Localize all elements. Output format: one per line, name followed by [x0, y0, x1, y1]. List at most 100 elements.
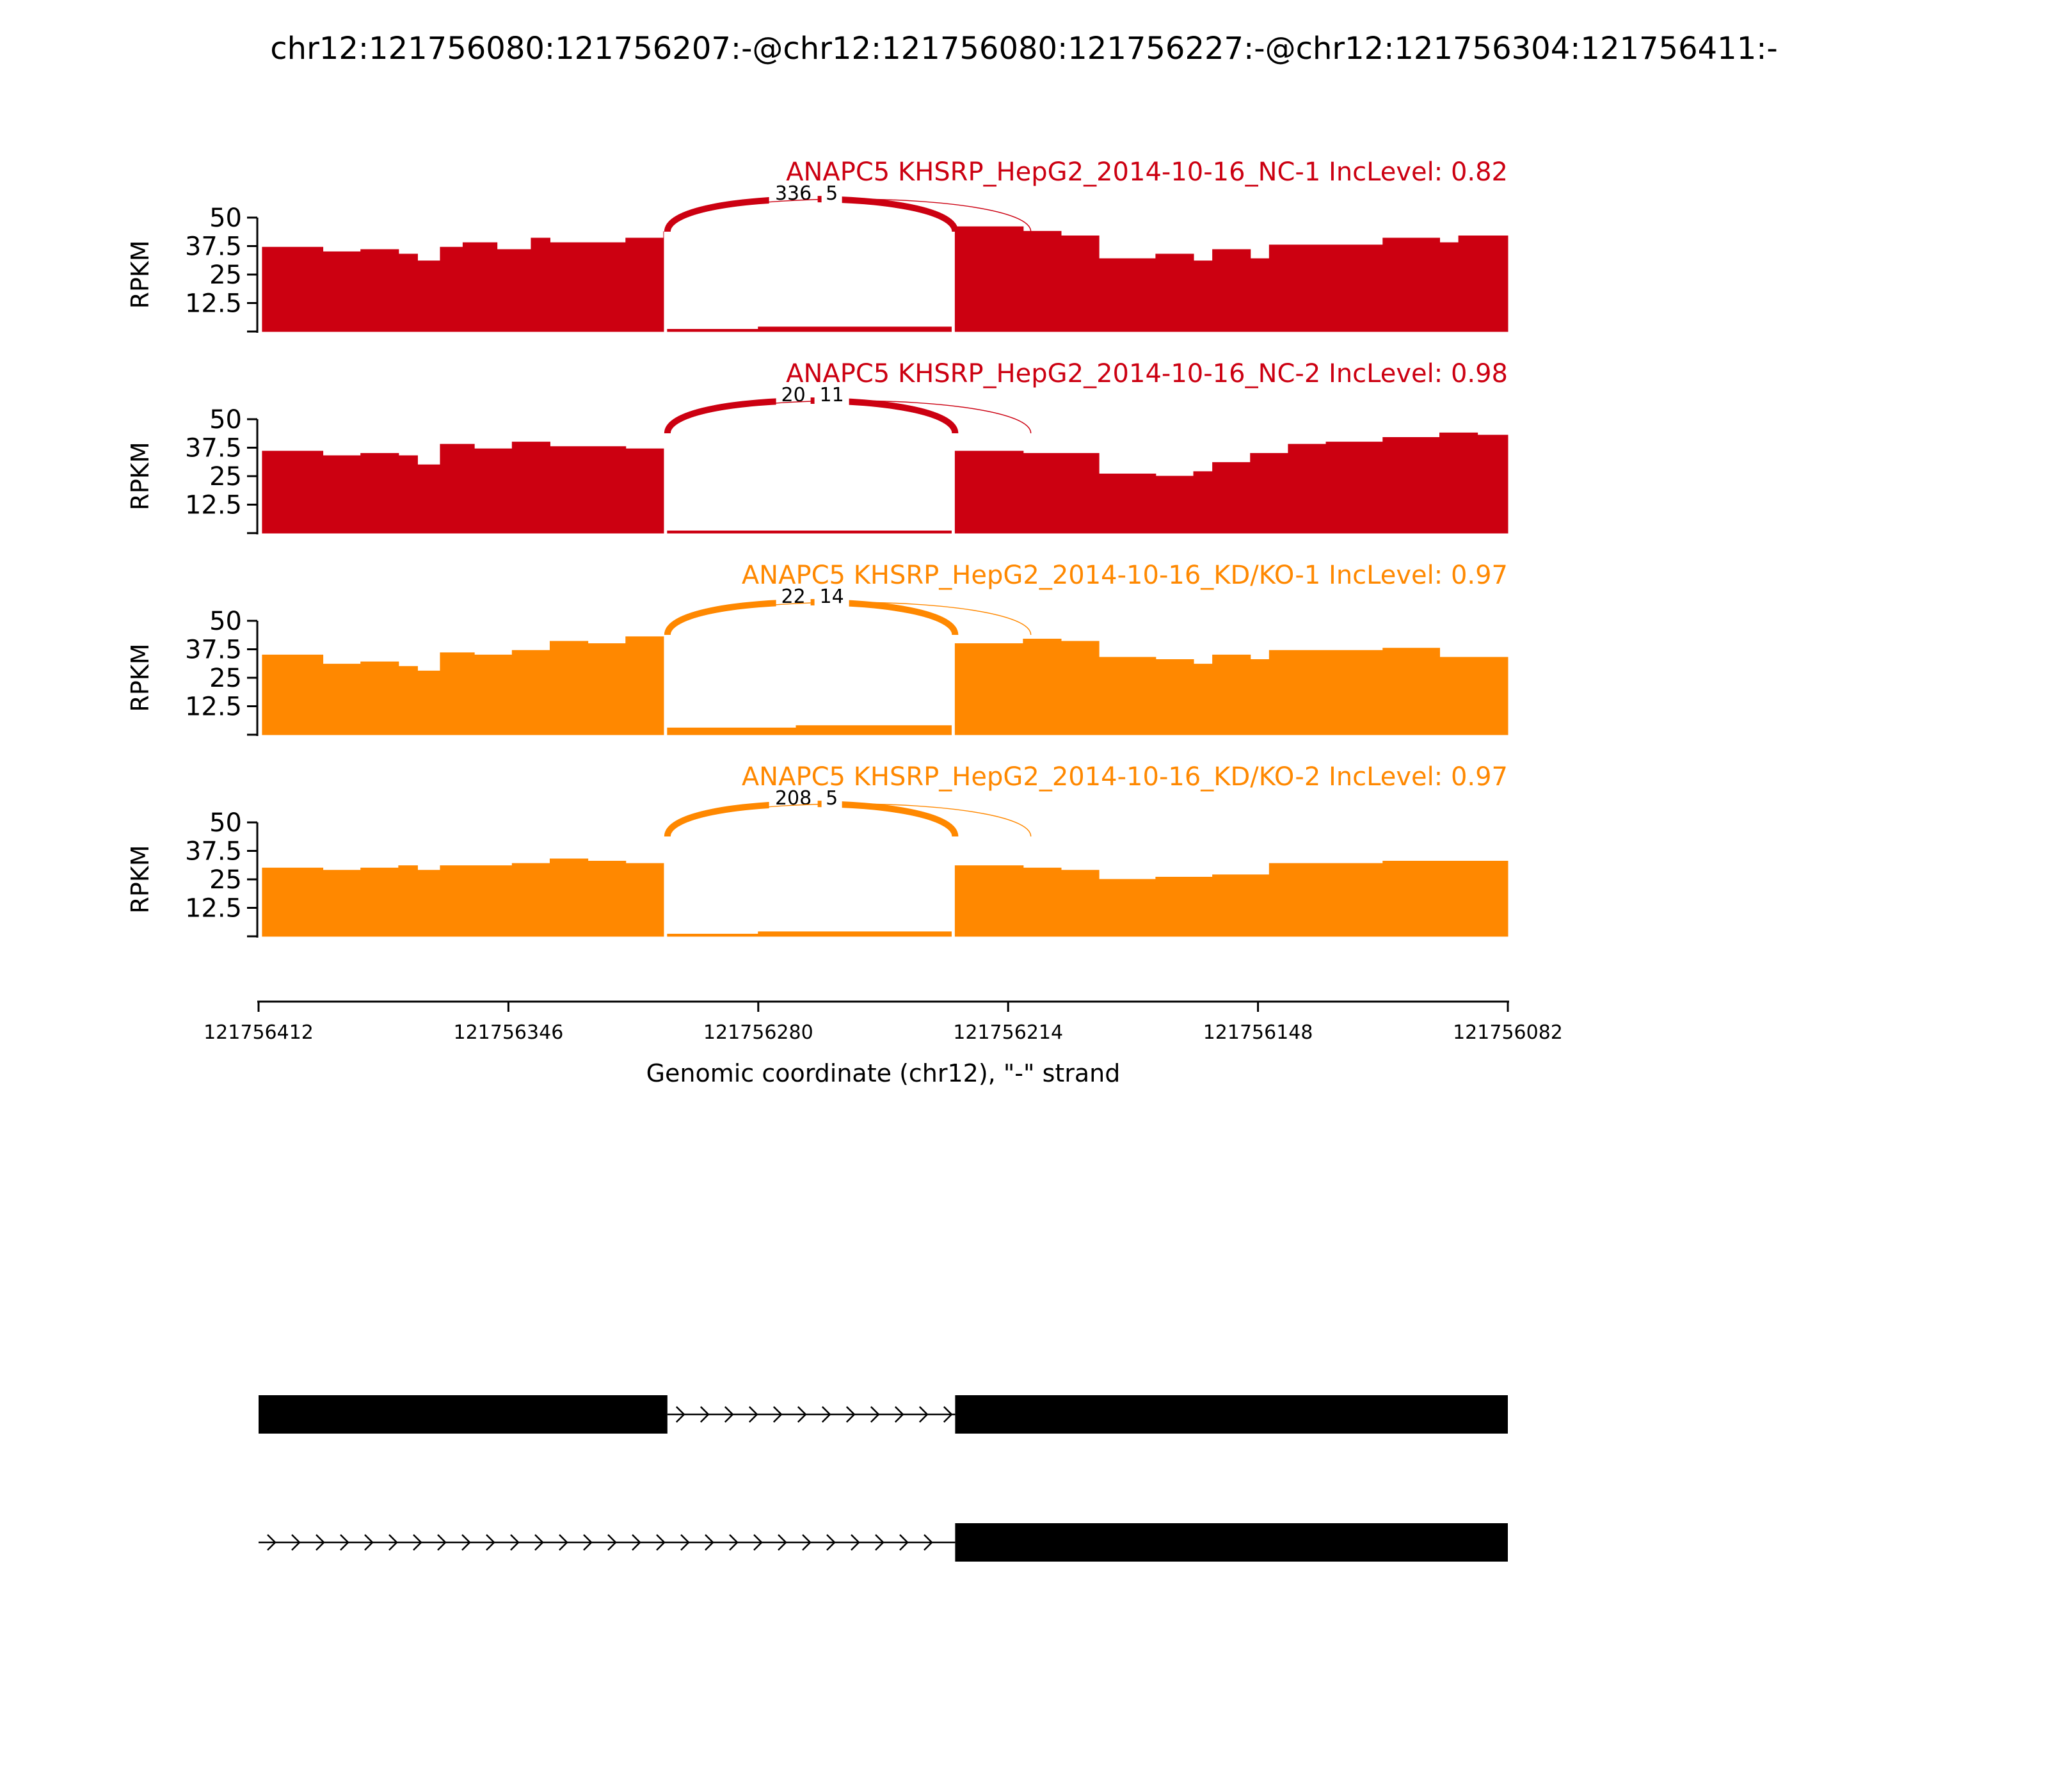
- strand-arrow: [870, 1406, 880, 1423]
- junction-label-bg: [814, 588, 849, 609]
- junction-label-bg: [776, 588, 811, 609]
- junction-arc: [667, 400, 1032, 434]
- y-tick-label: 25: [209, 462, 242, 492]
- junction-arc: [664, 599, 959, 636]
- x-tick-label: 121756082: [1453, 1021, 1563, 1044]
- x-tick-label: 121756280: [703, 1021, 813, 1044]
- y-tick-label: 12.5: [185, 894, 242, 924]
- x-tick-label: 121756412: [204, 1021, 314, 1044]
- junction-label-bg: [814, 386, 849, 408]
- strand-arrow: [845, 1406, 856, 1423]
- junction-label-bg: [821, 184, 842, 206]
- strand-arrow: [316, 1534, 325, 1551]
- strand-arrow: [729, 1534, 739, 1551]
- strand-arrow: [705, 1534, 714, 1551]
- strand-arrow: [461, 1534, 471, 1551]
- x-axis-label: Genomic coordinate (chr12), "-" strand: [646, 1059, 1121, 1087]
- junction-label-bg: [769, 789, 818, 811]
- coverage-area: [262, 231, 664, 332]
- strand-arrow: [559, 1534, 568, 1551]
- strand-arrow: [700, 1406, 710, 1423]
- strand-arrow: [826, 1534, 836, 1551]
- junction-arc: [667, 198, 1032, 232]
- y-tick-label: 25: [209, 865, 242, 895]
- gene-model-2: [259, 1523, 1508, 1562]
- strand-arrow: [388, 1534, 398, 1551]
- coverage-area: [667, 530, 952, 534]
- strand-arrow: [778, 1534, 787, 1551]
- junction-label-bg: [769, 184, 818, 206]
- strand-arrow: [680, 1534, 690, 1551]
- strand-arrow: [797, 1406, 807, 1423]
- x-tick-label: 121756346: [454, 1021, 564, 1044]
- y-axis-label: RPKM: [126, 845, 154, 913]
- junction-arc: [664, 397, 959, 435]
- gene-models: [259, 1395, 1508, 1562]
- strand-arrow: [821, 1406, 831, 1423]
- strand-arrow: [340, 1534, 349, 1551]
- strand-arrow: [748, 1406, 758, 1423]
- strand-arrow: [772, 1406, 783, 1423]
- strand-arrow: [413, 1534, 422, 1551]
- strand-arrow: [675, 1406, 685, 1423]
- coverage-area: [667, 326, 952, 332]
- strand-arrow: [918, 1406, 929, 1423]
- track-title: ANAPC5 KHSRP_HepG2_2014-10-16_NC-2 IncLe…: [786, 359, 1508, 388]
- coverage-area: [667, 931, 952, 937]
- y-tick-label: 12.5: [185, 289, 242, 319]
- coverage-area: [954, 638, 1508, 735]
- junction-label: 14: [820, 586, 844, 608]
- junction-label: 5: [826, 182, 838, 205]
- strand-arrow: [534, 1534, 544, 1551]
- strand-arrow: [753, 1534, 763, 1551]
- track-title: ANAPC5 KHSRP_HepG2_2014-10-16_KD/KO-1 In…: [742, 561, 1508, 590]
- y-tick-label: 25: [209, 260, 242, 290]
- strand-arrow: [802, 1534, 812, 1551]
- exon-block: [259, 1395, 668, 1434]
- strand-arrow: [607, 1534, 617, 1551]
- exon-block: [955, 1523, 1508, 1562]
- strand-arrow: [267, 1534, 276, 1551]
- strand-arrow: [724, 1406, 734, 1423]
- y-tick-label: 37.5: [185, 232, 242, 262]
- coverage-area: [667, 725, 952, 735]
- strand-arrow: [899, 1534, 909, 1551]
- junction-label: 5: [826, 787, 838, 810]
- coverage-area: [262, 858, 664, 937]
- y-tick-label: 50: [209, 204, 242, 233]
- y-tick-label: 37.5: [185, 837, 242, 867]
- y-tick-label: 25: [209, 664, 242, 693]
- coverage-area: [262, 442, 664, 534]
- y-axis-label: RPKM: [126, 442, 154, 510]
- track-title: ANAPC5 KHSRP_HepG2_2014-10-16_KD/KO-2 In…: [742, 762, 1508, 792]
- strand-arrow: [924, 1534, 933, 1551]
- y-axis-label: RPKM: [126, 240, 154, 308]
- y-tick-label: 37.5: [185, 434, 242, 463]
- gene-model-1: [259, 1395, 1508, 1434]
- exon-block: [955, 1395, 1508, 1434]
- coverage-area: [954, 226, 1508, 332]
- strand-arrow: [486, 1534, 495, 1551]
- strand-arrow: [583, 1534, 593, 1551]
- strand-arrow: [510, 1534, 520, 1551]
- coverage-area: [954, 861, 1508, 937]
- strand-arrow: [291, 1534, 301, 1551]
- x-axis: 121756412 121756346 121756280 121756214 1217…: [204, 1000, 1563, 1044]
- y-axis-label: RPKM: [126, 643, 154, 712]
- junction-label: 11: [820, 384, 844, 406]
- y-tick-label: 50: [209, 405, 242, 435]
- coverage-area: [262, 636, 664, 735]
- strand-arrow: [851, 1534, 860, 1551]
- strand-arrow: [656, 1534, 666, 1551]
- plot-title: chr12:121756080:121756207:-@chr12:121756…: [270, 31, 1778, 67]
- coverage-area: [954, 432, 1508, 534]
- x-tick-label: 121756148: [1203, 1021, 1313, 1044]
- strand-arrow: [364, 1534, 374, 1551]
- junction-label-bg: [776, 386, 811, 408]
- strand-arrow: [943, 1406, 953, 1423]
